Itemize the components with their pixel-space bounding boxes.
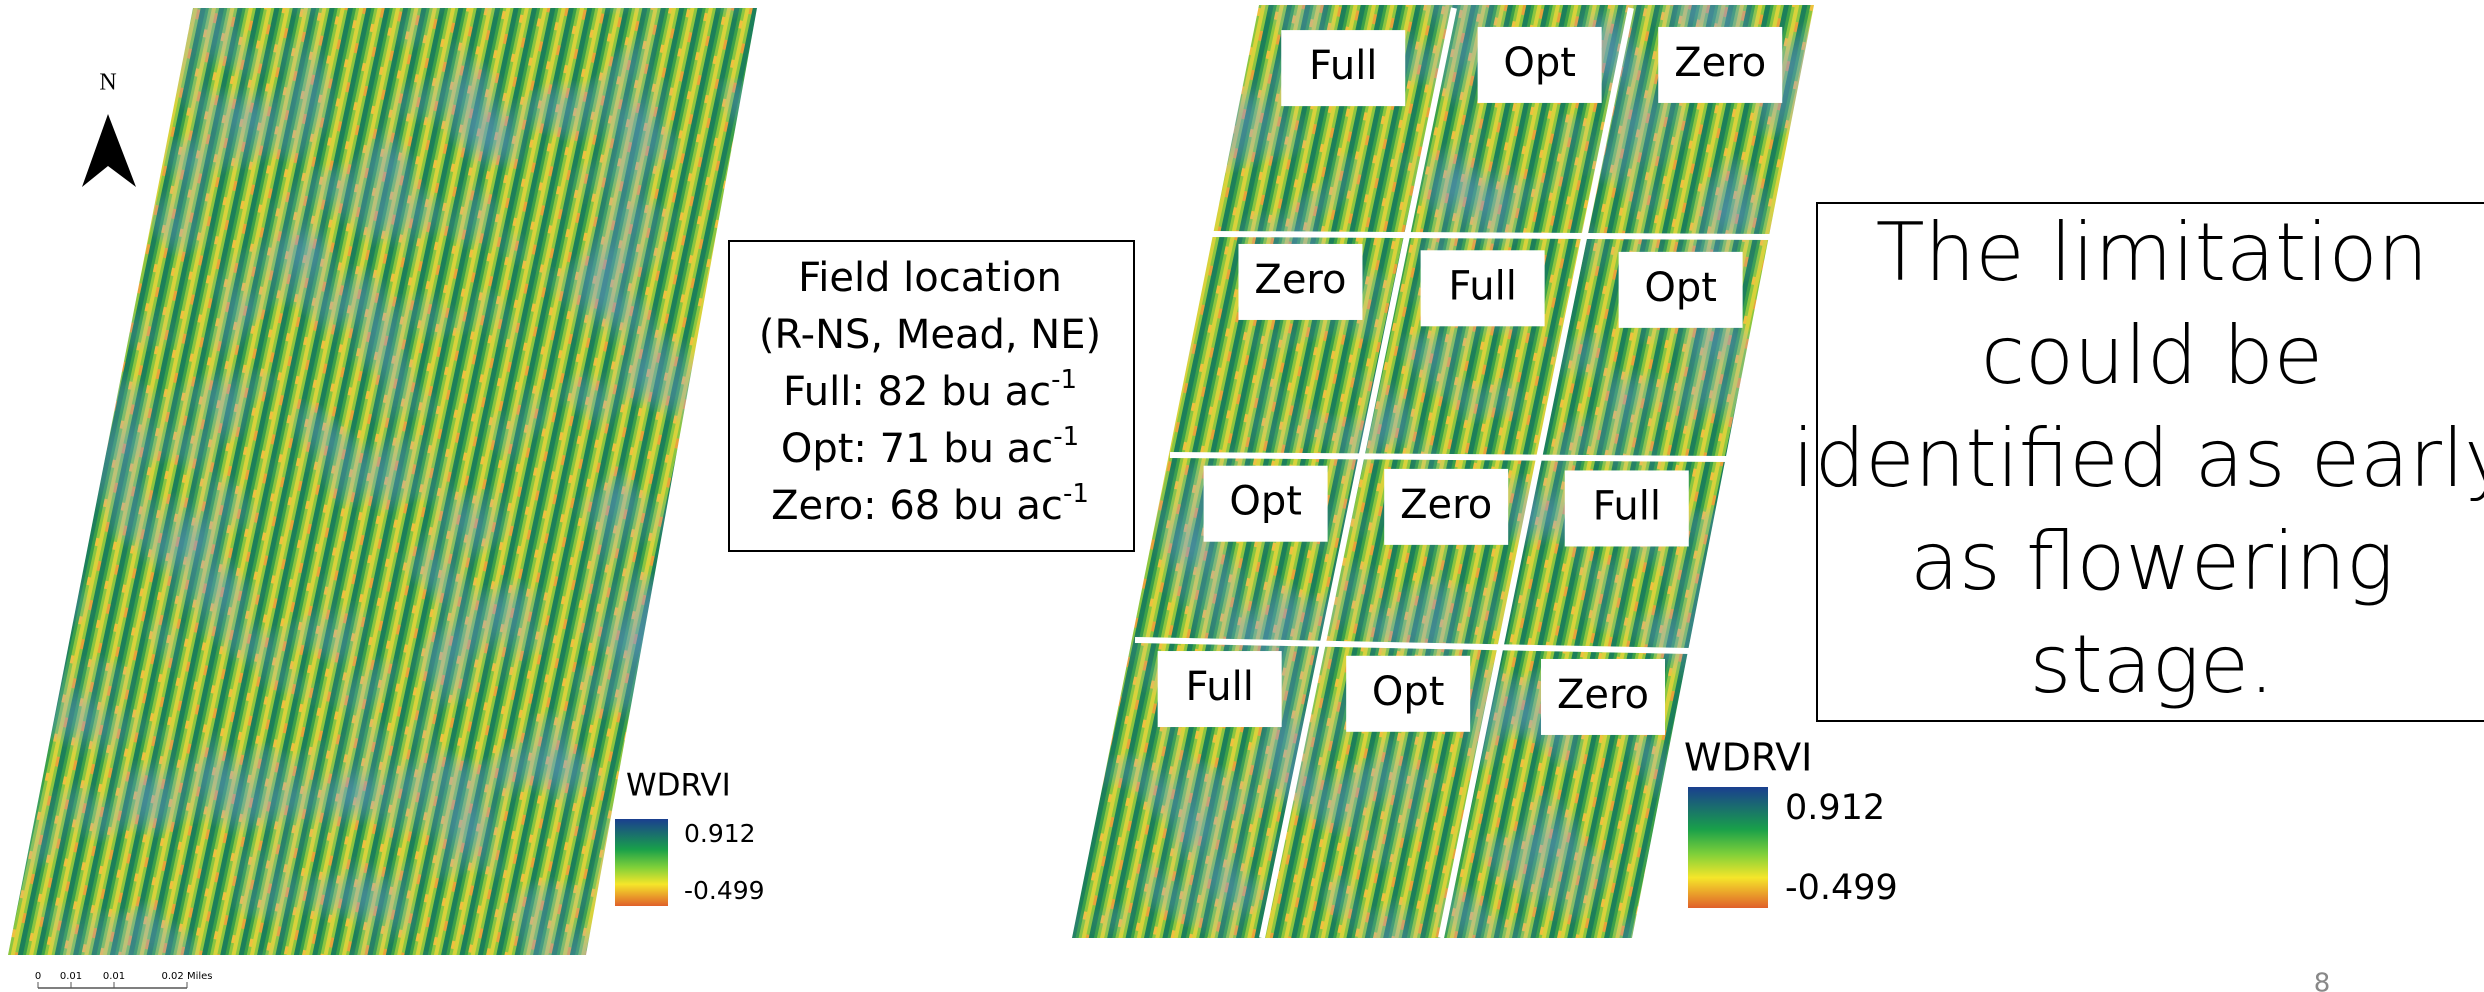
info-sup: -1 <box>1053 422 1079 452</box>
legend-max: 0.912 <box>1785 788 1885 828</box>
page-number: 8 <box>2314 969 2331 992</box>
legend-min: -0.499 <box>1785 868 1898 908</box>
slide: N 0 0.01 0.01 0.02 Miles WDRVI 0.912 -0.499… <box>0 0 2484 992</box>
callout-line: as flowering <box>1910 515 2394 608</box>
plot-label: Opt <box>1503 40 1576 86</box>
callout-line: could be <box>1981 309 2323 402</box>
plot-label: Zero <box>1400 482 1492 528</box>
callout-line: identified as early <box>1792 412 2484 505</box>
plot-label: Full <box>1309 43 1377 89</box>
north-label: N <box>99 70 116 96</box>
scale-label: 0.01 <box>103 971 125 982</box>
callout-line: stage. <box>2030 618 2275 711</box>
scale-labels: 0 0.01 0.01 0.02 Miles <box>35 971 213 988</box>
north-arrow <box>82 114 136 187</box>
callout-line: The limitation <box>1876 206 2428 299</box>
plot-label: Zero <box>1674 40 1766 86</box>
plot-label: Zero <box>1557 672 1649 718</box>
info-line: Zero: 68 bu ac-1 <box>771 479 1089 530</box>
info-line: Field location <box>798 255 1062 301</box>
scale-label: 0 <box>35 971 41 982</box>
plot-label: Opt <box>1372 669 1445 715</box>
legend-title: WDRVI <box>626 768 731 804</box>
plot-label: Full <box>1185 664 1253 710</box>
legend-max: 0.912 <box>684 819 756 848</box>
plot-border <box>1170 455 1729 459</box>
legend-ramp <box>1688 787 1768 908</box>
plot-border <box>1212 234 1772 237</box>
plot-label: Full <box>1593 483 1661 529</box>
info-text: Field location <box>798 255 1062 301</box>
legend-min: -0.499 <box>684 876 765 905</box>
plot-label: Zero <box>1254 257 1346 303</box>
plot-label: Full <box>1448 263 1516 309</box>
info-line: (R-NS, Mead, NE) <box>759 312 1101 358</box>
scale-label: 0.02 Miles <box>162 971 213 982</box>
info-lines: Field location (R-NS, Mead, NE) Full: 82 b… <box>759 255 1101 529</box>
legend-title: WDRVI <box>1684 736 1812 780</box>
plot-label: Opt <box>1644 265 1717 311</box>
info-text: Zero: 68 bu ac <box>771 483 1063 529</box>
legend-ramp <box>615 819 668 906</box>
info-text: Full: 82 bu ac <box>783 369 1051 415</box>
info-text: (R-NS, Mead, NE) <box>759 312 1101 358</box>
info-text: Opt: 71 bu ac <box>781 426 1053 472</box>
info-sup: -1 <box>1063 479 1089 509</box>
info-line: Full: 82 bu ac-1 <box>783 365 1077 416</box>
info-line: Opt: 71 bu ac-1 <box>781 422 1079 473</box>
scale-label: 0.01 <box>60 971 82 982</box>
plot-label: Opt <box>1229 479 1302 525</box>
info-sup: -1 <box>1051 365 1077 395</box>
